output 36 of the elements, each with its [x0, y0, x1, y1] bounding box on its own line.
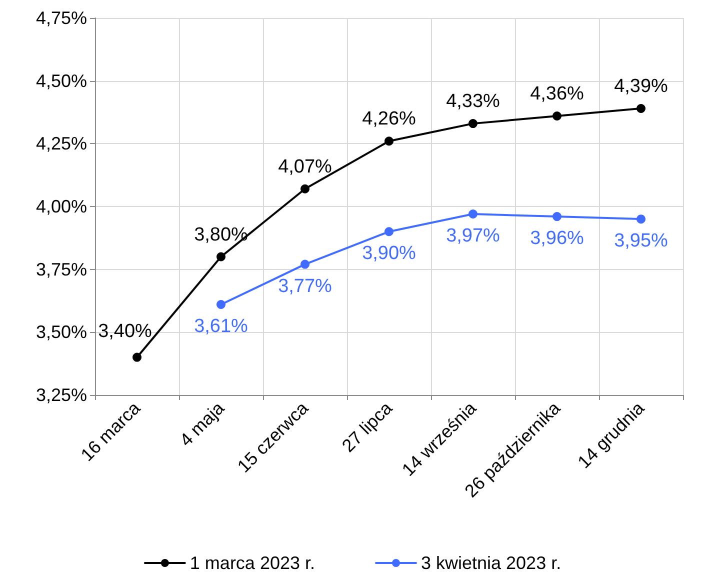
y-tick-label: 3,50%	[36, 322, 87, 342]
x-tick-label: 27 lipca	[338, 398, 396, 456]
y-tick-label: 3,25%	[36, 385, 87, 405]
legend-label: 3 kwietnia 2023 r.	[420, 553, 562, 573]
point	[300, 260, 310, 269]
data-label: 3,96%	[530, 228, 584, 250]
legend-label: 1 marca 2023 r.	[190, 553, 315, 573]
point	[468, 210, 478, 219]
point	[300, 184, 310, 194]
data-label: 4,33%	[446, 91, 500, 112]
data-label: 3,97%	[446, 226, 500, 247]
point	[636, 104, 646, 113]
data-label: 4,07%	[278, 156, 332, 178]
data-label: 3,77%	[278, 276, 332, 297]
point	[216, 252, 226, 262]
data-label: 4,36%	[530, 84, 584, 105]
y-tick-label: 4,25%	[36, 134, 87, 154]
data-label: 3,90%	[362, 243, 416, 264]
y-tick-label: 4,00%	[36, 196, 87, 216]
point	[216, 300, 226, 310]
y-tick-label: 4,50%	[36, 70, 87, 91]
y-tick-label: 3,75%	[36, 259, 87, 280]
data-label: 3,61%	[194, 316, 248, 338]
point	[384, 136, 394, 146]
y-tick-label: 4,75%	[36, 8, 87, 28]
data-label: 3,80%	[194, 224, 248, 246]
data-label: 3,40%	[98, 320, 152, 342]
point	[552, 212, 562, 222]
point	[636, 214, 646, 224]
point	[468, 119, 478, 128]
point	[132, 352, 142, 362]
data-label: 4,39%	[614, 76, 668, 97]
point	[552, 112, 562, 121]
data-label: 3,95%	[614, 230, 668, 252]
data-label: 4,26%	[362, 108, 416, 130]
point	[384, 227, 394, 236]
